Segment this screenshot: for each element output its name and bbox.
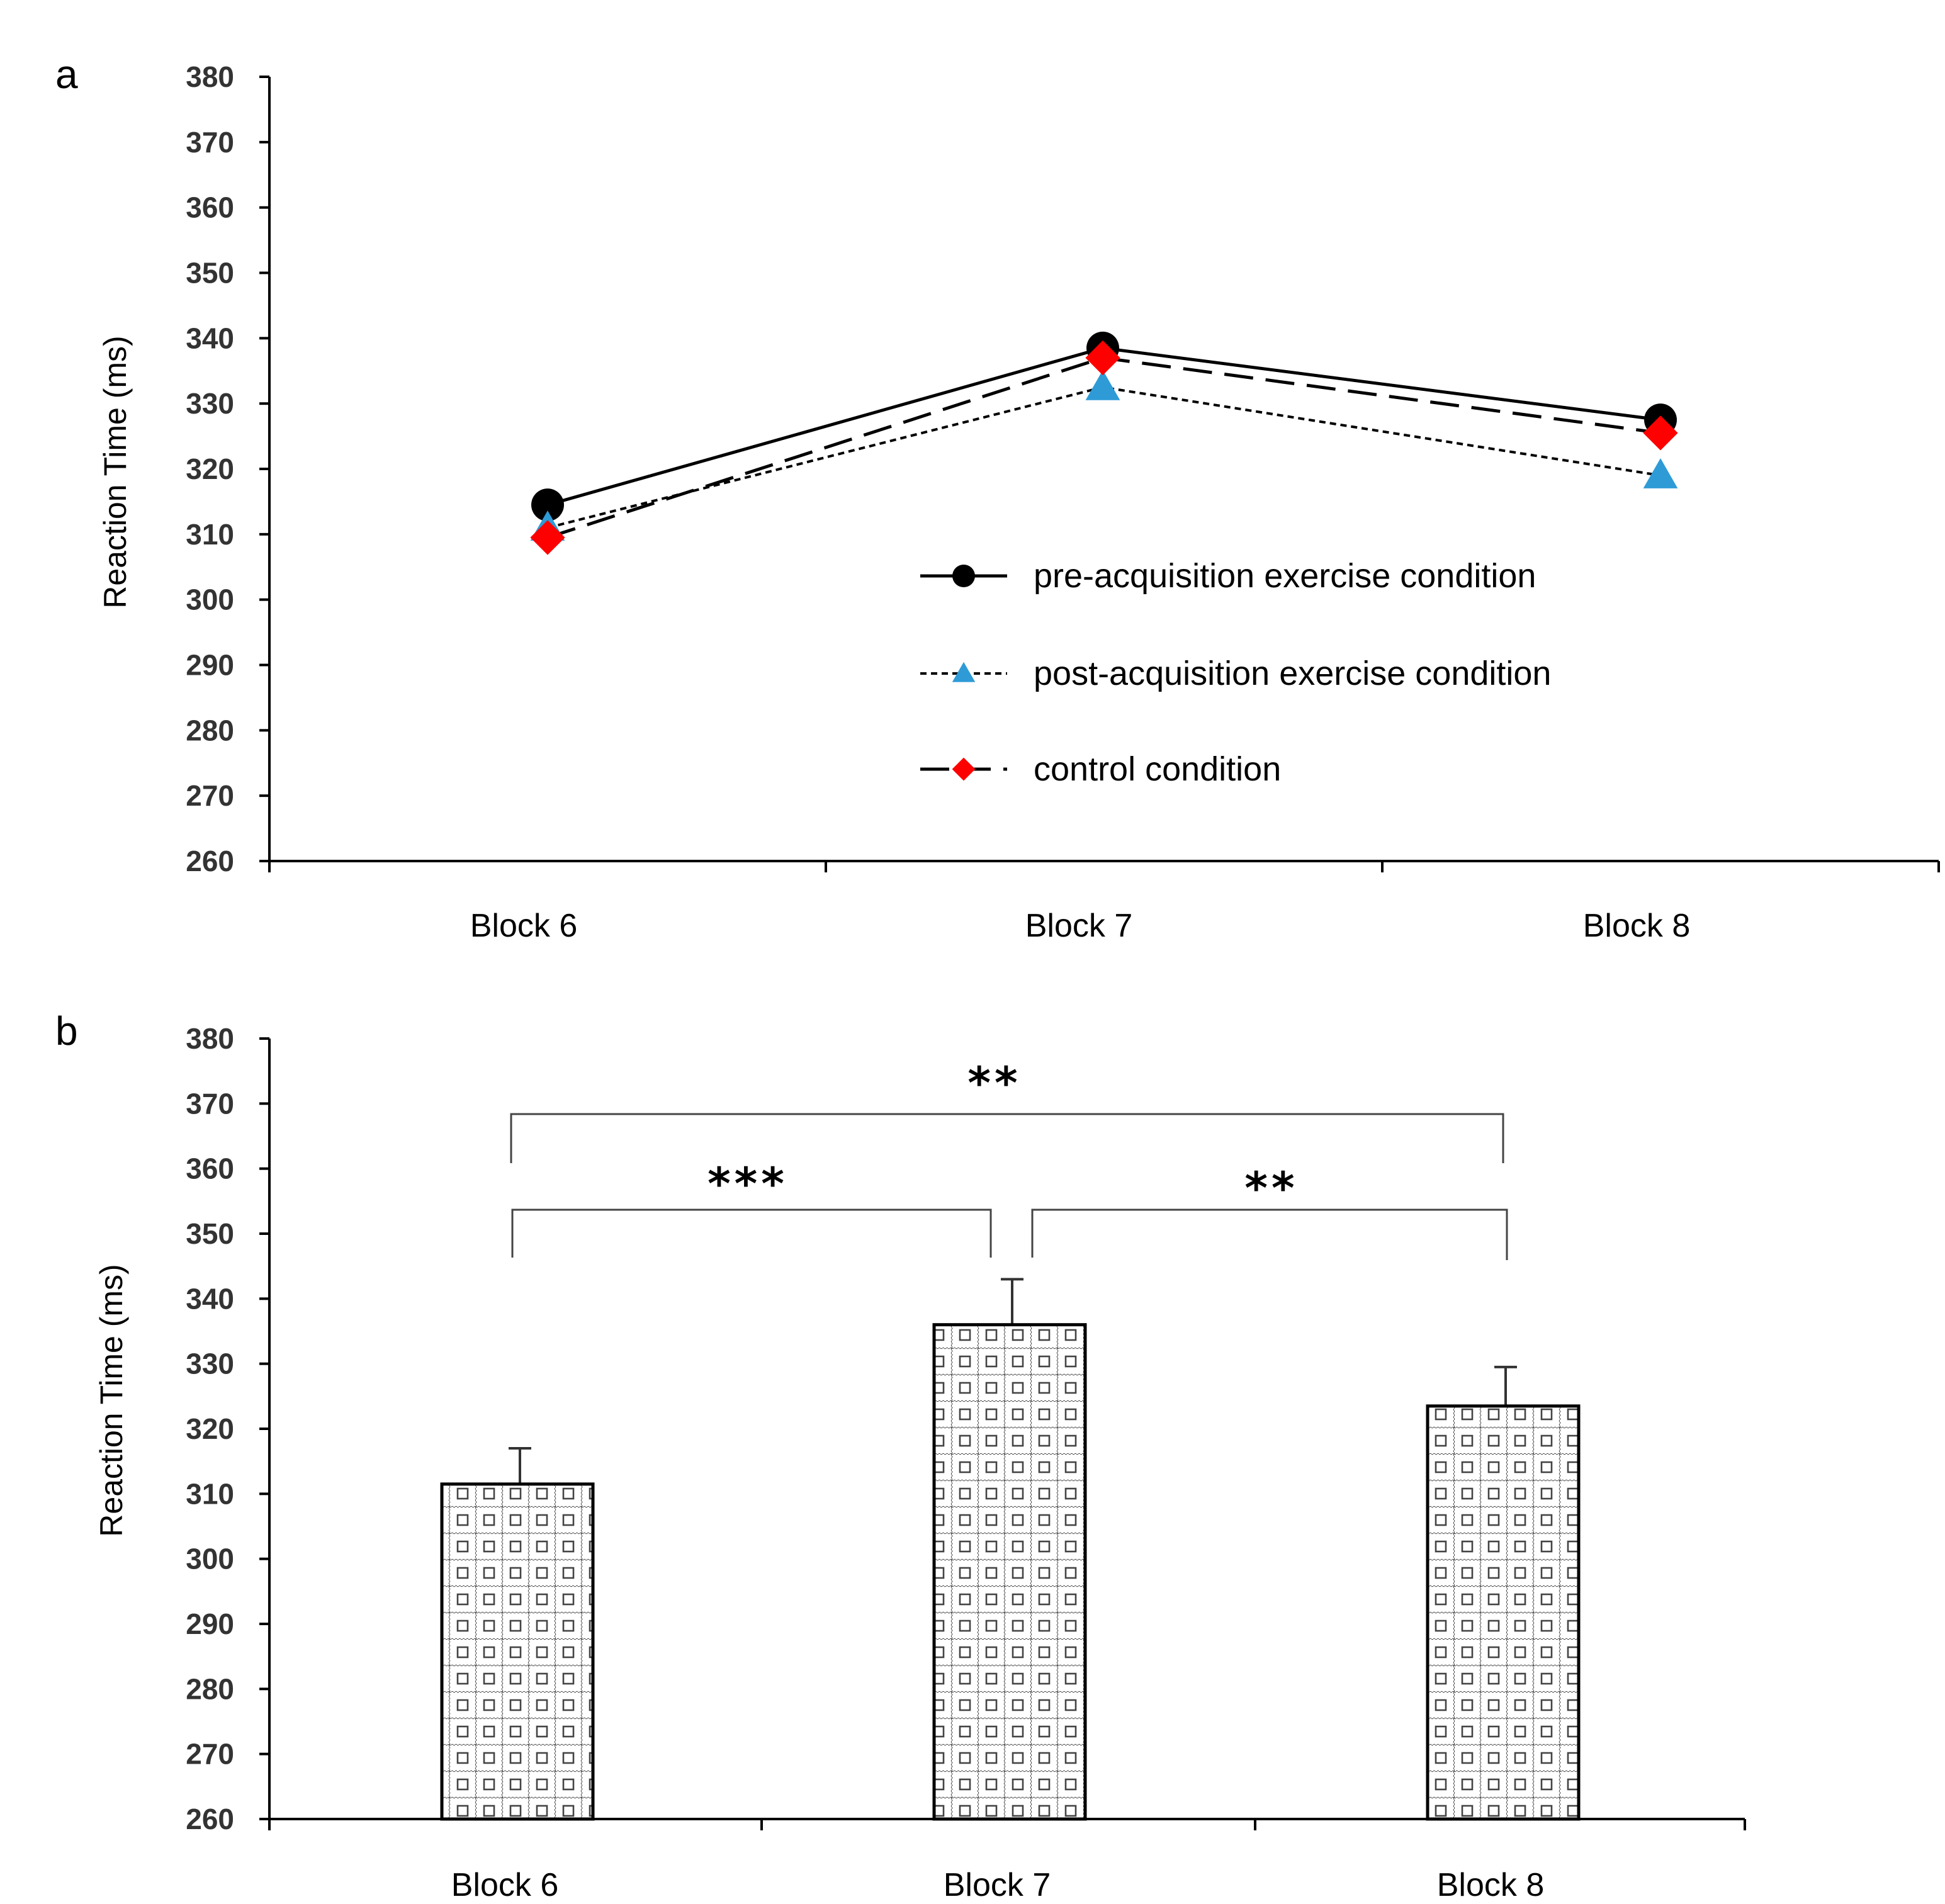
panel-b-x-category-label: Block 8: [1437, 1867, 1545, 1903]
panel-a-x-category-label: Block 8: [1583, 908, 1691, 944]
panel-a-x-category-label: Block 7: [1025, 908, 1133, 944]
panel-a-legend-marker-1: [952, 565, 975, 587]
panel-a-data-point: [1643, 415, 1678, 451]
panel-a-letter: a: [55, 52, 78, 97]
panel-a-y-tick-label: 370: [186, 126, 234, 159]
panel-b-y-tick-label: 280: [186, 1672, 234, 1705]
panel-a-line-chart: a Reaction Time (ms) 260 270 280 290 300 310 3…: [55, 52, 1940, 944]
panel-b-bars: [440, 1278, 1581, 1821]
panel-a-y-tick-label: 300: [186, 583, 234, 616]
panel-b-x-category-label: Block 6: [451, 1867, 559, 1903]
panel-b-significance-label: **: [1244, 1163, 1298, 1214]
panel-a-data-point: [1643, 458, 1678, 488]
panel-a-y-tick-label: 310: [186, 518, 234, 551]
panel-a-legend-marker-2: [952, 662, 976, 682]
panel-b-significance-bracket: [511, 1208, 992, 1258]
panel-a-data-point: [531, 488, 564, 522]
panel-a-y-tick-label: 380: [186, 60, 234, 93]
panel-b-y-tick-label: 380: [186, 1022, 234, 1055]
panel-a-y-tick-label: 330: [186, 387, 234, 420]
panel-b-y-tick-label: 300: [186, 1543, 234, 1575]
panel-a-y-ticks: 260 270 280 290 300 310 320 330 340 350 360 370 380: [186, 60, 271, 877]
panel-a-data-point: [1085, 340, 1120, 376]
panel-b-letter: b: [55, 1008, 78, 1054]
panel-b-y-tick-label: 270: [186, 1738, 234, 1771]
panel-b-significance-label: ***: [708, 1158, 788, 1210]
panel-a-y-tick-label: 350: [186, 257, 234, 290]
panel-a-x-category-label: Block 6: [470, 908, 578, 944]
panel-a-y-tick-label: 270: [186, 779, 234, 812]
panel-b-bar: [440, 1482, 595, 1821]
panel-a-legend-label: pre-acquisition exercise condition: [1034, 557, 1536, 595]
panel-a-data-point: [530, 520, 565, 555]
panel-a-markers: [530, 331, 1678, 555]
panel-a-legend-label: control condition: [1034, 750, 1281, 788]
panel-b-y-ticks: 260 270 280 290 300 310 320 330 340 350 360 370 380: [186, 1022, 271, 1835]
panel-a-y-axis-title: Reaction Time (ms): [98, 335, 133, 608]
panel-a-legend-marker-3: [952, 757, 976, 781]
panel-b-y-tick-label: 290: [186, 1608, 234, 1640]
panel-b-significance-bracket: [510, 1113, 1504, 1163]
panel-a-y-tick-label: 320: [186, 453, 234, 485]
panel-b-x-category-label: Block 7: [944, 1867, 1051, 1903]
panel-b-significance-brackets: *** ****: [510, 1057, 1508, 1260]
panel-a-y-tick-label: 340: [186, 322, 234, 354]
panel-b-bar-chart: b Reaction Time (ms) 260 270 280 290 300 310 3…: [55, 1008, 1746, 1903]
panel-a-y-tick-label: 260: [186, 845, 234, 877]
panel-b-y-tick-label: 360: [186, 1152, 234, 1185]
panel-b-significance-label: **: [967, 1057, 1021, 1109]
panel-a-legend-label: post-acquisition exercise condition: [1034, 655, 1551, 692]
panel-a-x-axis: Block 6 Block 7 Block 8: [268, 860, 1940, 944]
panel-b-bar: [932, 1323, 1087, 1821]
panel-b-y-tick-label: 330: [186, 1348, 234, 1380]
panel-b-significance-bracket: [1031, 1208, 1508, 1260]
panel-a-data-point: [1085, 369, 1120, 400]
panel-a-y-tick-label: 280: [186, 714, 234, 746]
panel-a-y-tick-label: 290: [186, 649, 234, 682]
panel-b-y-tick-label: 370: [186, 1087, 234, 1120]
panel-a-y-tick-label: 360: [186, 191, 234, 224]
panel-b-y-tick-label: 340: [186, 1282, 234, 1315]
panel-b-y-tick-label: 320: [186, 1412, 234, 1445]
panel-a-legend: pre-acquisition exercise condition post-a…: [920, 557, 1551, 788]
panel-b-y-tick-label: 350: [186, 1217, 234, 1250]
panel-b-bar: [1426, 1404, 1581, 1821]
panel-b-y-tick-label: 260: [186, 1803, 234, 1835]
panel-b-x-axis: Block 6 Block 7 Block 8: [268, 1818, 1746, 1903]
panel-b-y-axis-title: Reaction Time (ms): [94, 1264, 129, 1536]
panel-b-y-tick-label: 310: [186, 1477, 234, 1510]
